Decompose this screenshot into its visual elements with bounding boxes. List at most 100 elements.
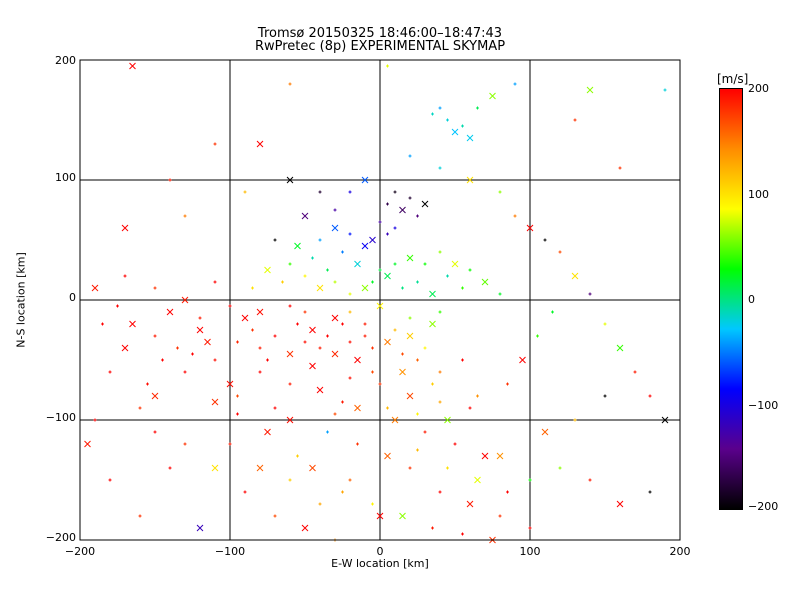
scatter-point [176,346,179,350]
scatter-point [416,214,419,218]
scatter-point [356,442,359,446]
scatter-point [408,466,412,470]
scatter-point [468,268,472,272]
scatter-point [361,176,369,184]
scatter-point [481,452,489,460]
scatter-point [536,334,539,338]
scatter-point [506,382,509,386]
scatter-point [363,322,367,326]
scatter-point [369,236,376,244]
scatter-point [348,232,352,236]
scatter-point [211,464,219,472]
scatter-point [286,350,294,358]
x-tick-label: −200 [64,545,96,558]
scatter-point [84,440,91,448]
scatter-point [146,382,149,386]
scatter-point [121,344,129,352]
scatter-point [333,280,337,284]
scatter-point [541,428,549,436]
scatter-point [296,322,299,326]
scatter-point [376,302,384,310]
scatter-point [603,322,607,326]
scatter-point [393,328,397,332]
scatter-point [168,178,172,182]
scatter-point [316,284,324,292]
scatter-point [191,352,194,356]
scatter-point [481,278,489,286]
scatter-point [588,292,592,296]
scatter-point [333,412,337,416]
scatter-point [648,490,652,494]
scatter-point [616,500,624,508]
scatter-point [476,394,479,398]
x-axis-label: E-W location [km] [331,557,429,570]
scatter-point [461,286,464,290]
scatter-point [228,304,232,308]
scatter-point [213,280,217,284]
scatter-point [571,272,579,280]
colorbar-tick-label: 100 [748,188,769,201]
scatter-point [378,382,382,386]
scatter-point [363,334,367,338]
scatter-point [161,358,164,362]
scatter-point [153,286,157,290]
scatter-point [416,448,419,452]
scatter-point [226,380,234,388]
scatter-point [183,442,187,446]
scatter-point [153,334,157,338]
scatter-point [93,418,97,422]
scatter-point [256,464,264,472]
scatter-point [386,232,389,236]
x-tick-label: 100 [519,545,541,558]
scatter-point [331,314,339,322]
scatter-point [616,344,624,352]
colorbar-tick-label: −200 [748,500,779,513]
scatter-point [663,88,667,92]
scatter-point [421,200,429,208]
y-tick-label: −200 [45,531,76,544]
scatter-point [213,142,217,146]
scatter-point [326,430,329,434]
scatter-point [446,274,449,278]
scatter-point [384,272,391,280]
scatter-point [286,416,294,424]
scatter-point [384,338,391,346]
scatter-point [296,454,299,458]
scatter-point [273,334,277,338]
chart-title: Tromsø 20150325 18:46:00–18:47:43 [257,26,503,41]
scatter-point [431,112,434,116]
scatter-point [461,358,464,362]
scatter-point [468,406,472,410]
scatter-point [438,310,442,314]
scatter-point [633,370,637,374]
scatter-point [243,190,247,194]
scatter-point [431,382,434,386]
scatter-point [423,346,427,350]
scatter-point [438,106,442,110]
scatter-point [181,296,189,304]
scatter-point [348,376,352,380]
scatter-point [489,92,496,100]
scatter-point [101,322,104,326]
scatter-point [333,208,337,212]
scatter-point [331,350,339,358]
scatter-point [286,176,294,184]
scatter-point [384,452,391,460]
scatter-point [371,346,374,350]
scatter-point [438,370,442,374]
scatter-point [129,62,136,70]
scatter-point [281,280,284,284]
scatter-point [648,394,652,398]
scatter-point [453,442,457,446]
scatter-point [318,238,322,242]
scatter-point [301,524,309,532]
scatter-point [496,452,504,460]
scatter-point [461,124,464,128]
scatter-point [386,406,389,410]
y-tick-label: 100 [55,171,76,184]
scatter-point [183,370,187,374]
scatter-point [429,290,436,298]
scatter-point [393,226,397,230]
scatter-point [288,304,292,308]
scatter-point [241,314,249,322]
